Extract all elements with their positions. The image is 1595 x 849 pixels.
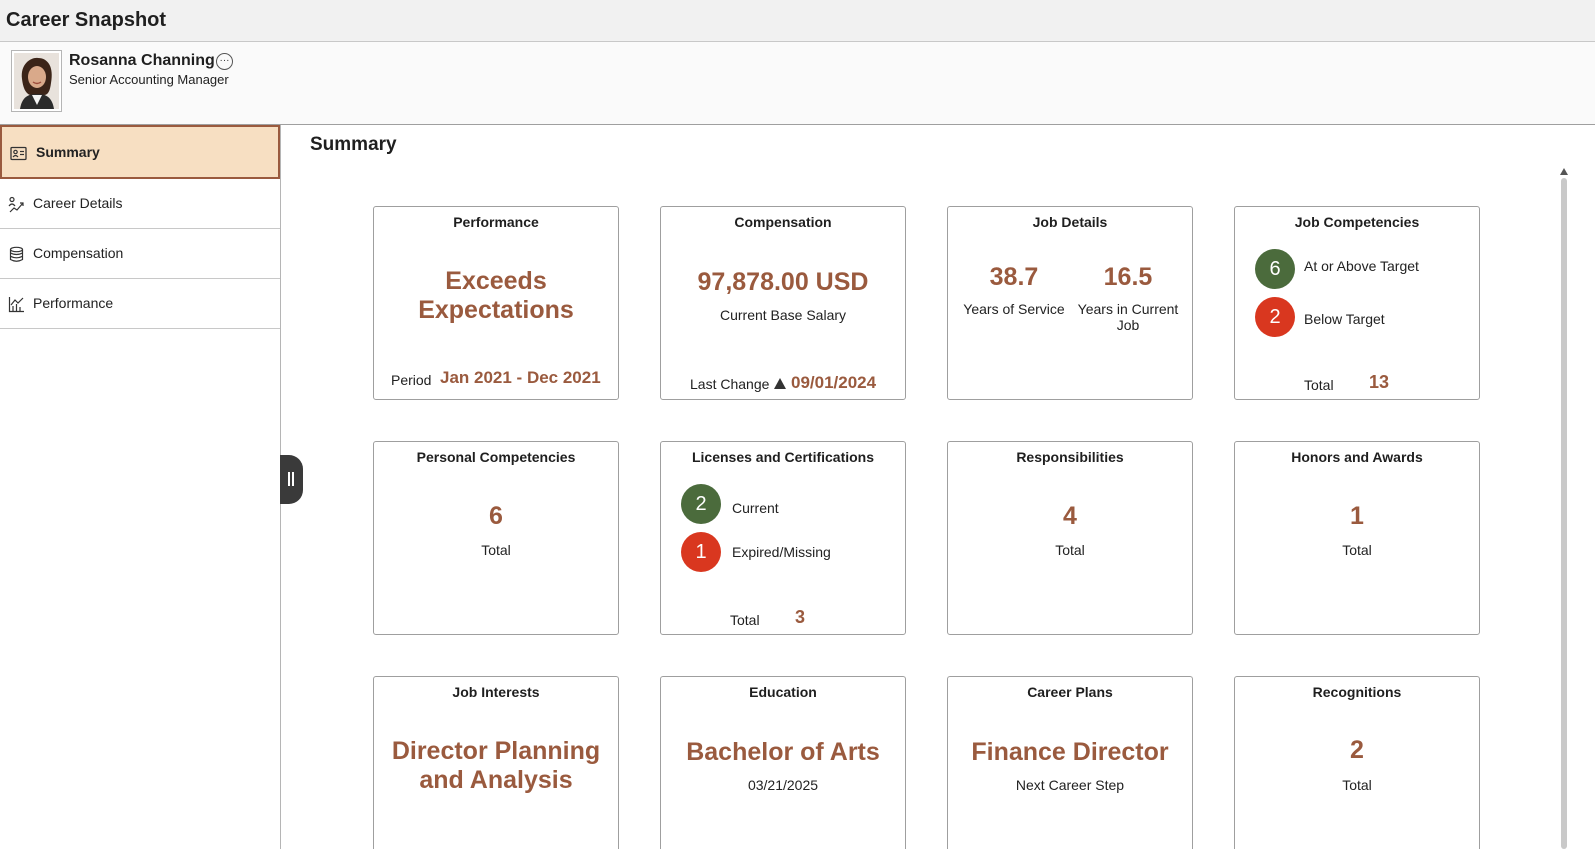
above-target-label: At or Above Target xyxy=(1304,258,1419,274)
career-plans-label: Next Career Step xyxy=(1015,777,1125,793)
scrollbar[interactable] xyxy=(1560,168,1568,849)
personal-competencies-value: 6 xyxy=(489,502,503,530)
career-plans-value: Finance Director xyxy=(971,738,1169,766)
total-value: 13 xyxy=(1369,372,1390,392)
compensation-tile[interactable]: Compensation 97,878.00 USD Current Base … xyxy=(660,206,906,400)
page-header: Career Snapshot xyxy=(0,0,1595,42)
tile-title: Performance xyxy=(453,214,539,230)
tile-title: Job Competencies xyxy=(1294,214,1420,230)
education-tile[interactable]: Education Bachelor of Arts 03/21/2025 xyxy=(660,676,906,849)
last-change-date: 09/01/2024 xyxy=(791,373,877,392)
years-of-service-label: Years of Service xyxy=(963,301,1065,317)
current-label: Current xyxy=(732,500,779,516)
tile-title: Career Plans xyxy=(1027,684,1113,700)
period-value: Jan 2021 - Dec 2021 xyxy=(440,368,601,387)
section-title: Summary xyxy=(310,134,397,155)
current-count: 2 xyxy=(681,484,721,524)
tile-title: Recognitions xyxy=(1312,684,1402,700)
total-label: Total xyxy=(1304,377,1334,393)
total-label: Total xyxy=(730,612,760,628)
tile-title: Responsibilities xyxy=(1016,449,1124,465)
recognitions-value: 2 xyxy=(1350,736,1364,764)
job-interests-tile[interactable]: Job Interests Director Planning and Anal… xyxy=(373,676,619,849)
tile-title: Personal Competencies xyxy=(416,449,576,465)
tile-title: Compensation xyxy=(734,214,832,230)
sidebar-item-label: Compensation xyxy=(33,245,124,261)
recognitions-label: Total xyxy=(1342,777,1372,793)
career-path-icon xyxy=(8,196,24,213)
responsibilities-label: Total xyxy=(1055,542,1085,558)
years-in-job: 16.5 xyxy=(1103,263,1153,291)
person-name: Rosanna Channing xyxy=(69,52,215,69)
sidebar-item-label: Career Details xyxy=(33,195,123,211)
database-icon xyxy=(9,246,24,262)
years-in-job-label: Years in Current Job xyxy=(1077,301,1179,333)
sidebar-item-label: Summary xyxy=(36,144,100,160)
id-card-icon xyxy=(10,146,27,161)
triangle-up-icon xyxy=(774,378,786,389)
below-target-count: 2 xyxy=(1255,297,1295,337)
tile-title: Honors and Awards xyxy=(1291,449,1423,465)
page-title: Career Snapshot xyxy=(6,9,167,31)
responsibilities-value: 4 xyxy=(1063,502,1077,530)
last-change-label: Last Change xyxy=(690,376,770,392)
tile-title: Education xyxy=(749,684,817,700)
performance-tile[interactable]: Performance Exceeds Expectations Period … xyxy=(373,206,619,400)
expired-label: Expired/Missing xyxy=(732,544,831,560)
avatar xyxy=(11,50,62,112)
salary-label: Current Base Salary xyxy=(719,307,847,323)
job-details-tile[interactable]: Job Details 38.7 Years of Service 16.5 Y… xyxy=(947,206,1193,400)
sidebar-item-performance[interactable]: Performance xyxy=(0,279,280,329)
personal-competencies-tile[interactable]: Personal Competencies 6 Total xyxy=(373,441,619,635)
honors-value: 1 xyxy=(1350,502,1364,530)
expired-count: 1 xyxy=(681,532,721,572)
person-job-title: Senior Accounting Manager xyxy=(69,72,229,87)
salary-amount: 97,878.00 USD xyxy=(697,268,869,296)
honors-awards-tile[interactable]: Honors and Awards 1 Total xyxy=(1234,441,1480,635)
recognitions-tile[interactable]: Recognitions 2 Total xyxy=(1234,676,1480,849)
sidebar-item-career-details[interactable]: Career Details xyxy=(0,179,280,229)
chart-icon xyxy=(8,297,24,313)
person-header: Rosanna Channing ··· Senior Accounting M… xyxy=(0,42,1595,125)
person-photo-icon xyxy=(14,53,59,109)
education-date: 03/21/2025 xyxy=(747,777,819,793)
honors-label: Total xyxy=(1342,542,1372,558)
education-value: Bachelor of Arts xyxy=(686,738,880,766)
scroll-up-arrow-icon[interactable] xyxy=(1560,168,1568,175)
tile-title: Job Details xyxy=(1032,214,1108,230)
above-target-count: 6 xyxy=(1255,249,1295,289)
sidebar-item-summary[interactable]: Summary xyxy=(0,125,280,179)
years-of-service: 38.7 xyxy=(989,263,1039,291)
tile-title: Job Interests xyxy=(452,684,540,700)
more-options-icon[interactable]: ··· xyxy=(216,53,233,70)
below-target-label: Below Target xyxy=(1304,311,1385,327)
period-label: Period xyxy=(391,372,432,388)
job-interests-value: Director Planning and Analysis xyxy=(391,737,601,794)
career-plans-tile[interactable]: Career Plans Finance Director Next Caree… xyxy=(947,676,1193,849)
total-value: 3 xyxy=(795,607,806,627)
licenses-certifications-tile[interactable]: Licenses and Certifications 2 Current 1 … xyxy=(660,441,906,635)
sidebar-item-compensation[interactable]: Compensation xyxy=(0,229,280,279)
sidebar: Summary Career Details Compensation Perf… xyxy=(0,125,281,849)
performance-rating: Exceeds Expectations xyxy=(418,267,574,324)
sidebar-item-label: Performance xyxy=(33,295,114,311)
job-competencies-tile[interactable]: Job Competencies 6 At or Above Target 2 … xyxy=(1234,206,1480,400)
personal-competencies-label: Total xyxy=(481,542,511,558)
responsibilities-tile[interactable]: Responsibilities 4 Total xyxy=(947,441,1193,635)
sidebar-collapse-handle[interactable] xyxy=(280,455,303,504)
tile-title: Licenses and Certifications xyxy=(691,449,875,465)
scrollbar-thumb[interactable] xyxy=(1561,178,1567,849)
